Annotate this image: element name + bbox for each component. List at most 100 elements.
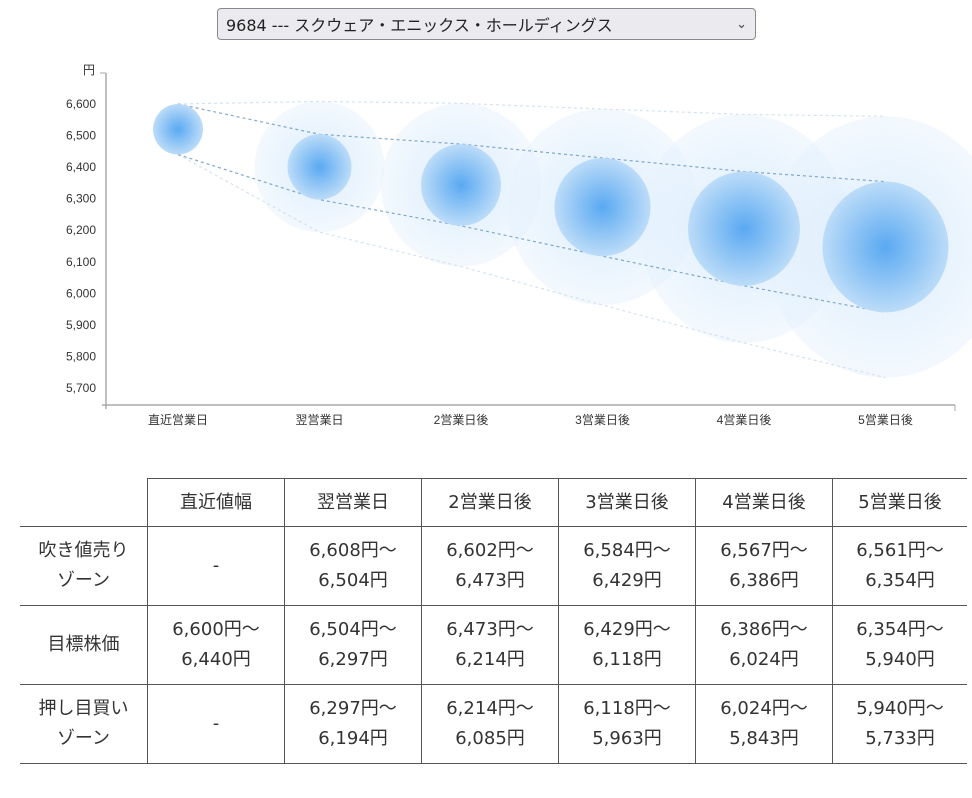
chevron-down-icon: ⌄: [736, 16, 747, 32]
column-header: 4営業日後: [695, 478, 833, 527]
cell-line: 6,473円: [455, 570, 525, 591]
table-cell: 6,024円〜 5,843円: [695, 684, 833, 764]
cell-line: 6,504円〜: [309, 619, 397, 640]
table-cell: -: [147, 526, 285, 606]
table-cell: 6,602円〜 6,473円: [421, 526, 559, 606]
row-label-line: ゾーン: [56, 570, 111, 591]
x-tick-label: 直近営業日: [148, 413, 208, 427]
table-cell: 6,214円〜 6,085円: [421, 684, 559, 764]
column-header: [20, 478, 148, 527]
cell-line: 5,843円: [729, 728, 799, 749]
cell-line: 6,118円〜: [583, 698, 671, 719]
cell-line: 6,354円〜: [856, 619, 944, 640]
column-header: 翌営業日: [284, 478, 422, 527]
cell-line: -: [212, 713, 220, 734]
y-tick-label: 6,000: [66, 286, 96, 300]
cell-line: 6,602円〜: [446, 540, 534, 561]
column-header: 3営業日後: [558, 478, 696, 527]
table-row: 押し目買い ゾーン - 6,297円〜 6,194円 6,214円〜 6,085円 6,118…: [20, 684, 967, 764]
target-ellipse: [421, 144, 501, 226]
cell-line: 6,429円: [592, 570, 662, 591]
target-ellipse: [153, 104, 203, 155]
table-row: 吹き値売りゾーン - 6,608円〜 6,504円 6,602円〜 6,473円 6,584…: [20, 526, 967, 606]
target-ellipse: [554, 157, 651, 257]
y-tick-label: 6,100: [66, 255, 96, 269]
cell-line: 5,940円〜: [856, 698, 944, 719]
cell-line: 6,214円〜: [446, 698, 534, 719]
cell-line: 5,733円: [865, 728, 935, 749]
table-cell: 6,297円〜 6,194円: [284, 684, 422, 764]
cell-line: 6,354円: [865, 570, 935, 591]
table-row: 目標株価 6,600円〜 6,440円 6,504円〜 6,297円 6,473円〜 6,2…: [20, 605, 967, 685]
table-cell: 6,429円〜 6,118円: [558, 605, 696, 685]
x-tick-label: 2営業日後: [434, 413, 489, 427]
y-tick-label: 6,600: [66, 97, 96, 111]
table-cell: 5,940円〜 5,733円: [832, 684, 967, 764]
stock-selector-value: 9684 --- スクウェア・エニックス・ホールディングス: [226, 16, 613, 35]
target-high-line: [177, 103, 886, 183]
column-header: 直近値幅: [147, 478, 285, 527]
cell-line: 6,561円〜: [856, 540, 944, 561]
y-tick-label: 5,900: [66, 318, 96, 332]
table-cell: 6,561円〜 6,354円: [832, 526, 967, 606]
cell-line: 6,386円〜: [720, 619, 808, 640]
x-tick-label: 5営業日後: [858, 413, 913, 427]
table-cell: 6,473円〜 6,214円: [421, 605, 559, 685]
cell-line: 6,214円: [455, 649, 525, 670]
stock-selector[interactable]: 9684 --- スクウェア・エニックス・ホールディングス ⌄: [217, 8, 756, 40]
y-tick-label: 6,200: [66, 223, 96, 237]
cell-line: 6,194円: [318, 728, 388, 749]
table-cell: 6,567円〜 6,386円: [695, 526, 833, 606]
x-tick-label: 翌営業日: [295, 413, 343, 427]
cell-line: 6,118円: [592, 649, 662, 670]
column-header: 2営業日後: [421, 478, 559, 527]
y-tick-label: 6,500: [66, 129, 96, 143]
y-tick-label: 6,300: [66, 192, 96, 206]
table-cell: 6,118円〜 5,963円: [558, 684, 696, 764]
row-label-line: 目標株価: [47, 634, 120, 655]
x-tick-label: 4営業日後: [717, 413, 772, 427]
y-tick-label: 5,700: [66, 381, 96, 395]
x-tick-label: 3営業日後: [575, 413, 630, 427]
table-cell: 6,600円〜 6,440円: [147, 605, 285, 685]
cell-line: 6,608円〜: [309, 540, 397, 561]
target-ellipse: [688, 171, 800, 286]
forecast-table: 直近値幅 翌営業日 2営業日後 3営業日後 4営業日後 5営業日後 吹き値売りゾーン - 6,…: [20, 478, 967, 764]
buy-low-line: [177, 153, 886, 379]
cell-line: 6,600円〜: [172, 619, 260, 640]
row-label-line: 吹き値売り: [38, 540, 129, 561]
column-header: 5営業日後: [832, 478, 967, 527]
table-cell: 6,386円〜 6,024円: [695, 605, 833, 685]
cell-line: 6,504円: [318, 570, 388, 591]
sell-high-line: [177, 100, 886, 117]
y-tick-label: 6,400: [66, 160, 96, 174]
table-cell: -: [147, 684, 285, 764]
cell-line: 6,024円〜: [720, 698, 808, 719]
row-label: 吹き値売り ゾーン: [20, 526, 148, 606]
y-axis-label: 円: [83, 63, 95, 77]
row-label-line: 押し目買い: [38, 698, 129, 719]
cell-line: 6,297円: [318, 649, 388, 670]
cell-line: 6,386円: [729, 570, 799, 591]
table-cell: 6,608円〜 6,504円: [284, 526, 422, 606]
row-label: 目標株価: [20, 605, 148, 685]
table-cell: 6,504円〜 6,297円: [284, 605, 422, 685]
cell-line: 6,297円〜: [309, 698, 397, 719]
cell-line: 6,473円〜: [446, 619, 534, 640]
target-ellipse: [822, 181, 949, 313]
table-cell: 6,354円〜 5,940円: [832, 605, 967, 685]
cell-line: 5,963円: [592, 728, 662, 749]
cell-line: 6,440円: [181, 649, 251, 670]
cell-line: -: [212, 555, 220, 576]
target-ellipse: [287, 134, 352, 200]
cell-line: 6,584円〜: [583, 540, 671, 561]
cell-line: 6,085円: [455, 728, 525, 749]
cell-line: 5,940円: [865, 649, 935, 670]
y-tick-label: 5,800: [66, 349, 96, 363]
table-cell: 6,584円〜 6,429円: [558, 526, 696, 606]
cell-line: 6,024円: [729, 649, 799, 670]
price-forecast-chart: 円 5,700 5,800 5,900 6,000 6,100 6,200 6,300 6,40…: [66, 63, 972, 427]
cell-line: 6,567円〜: [720, 540, 808, 561]
row-label: 押し目買い ゾーン: [20, 684, 148, 764]
cell-line: 6,429円〜: [583, 619, 671, 640]
